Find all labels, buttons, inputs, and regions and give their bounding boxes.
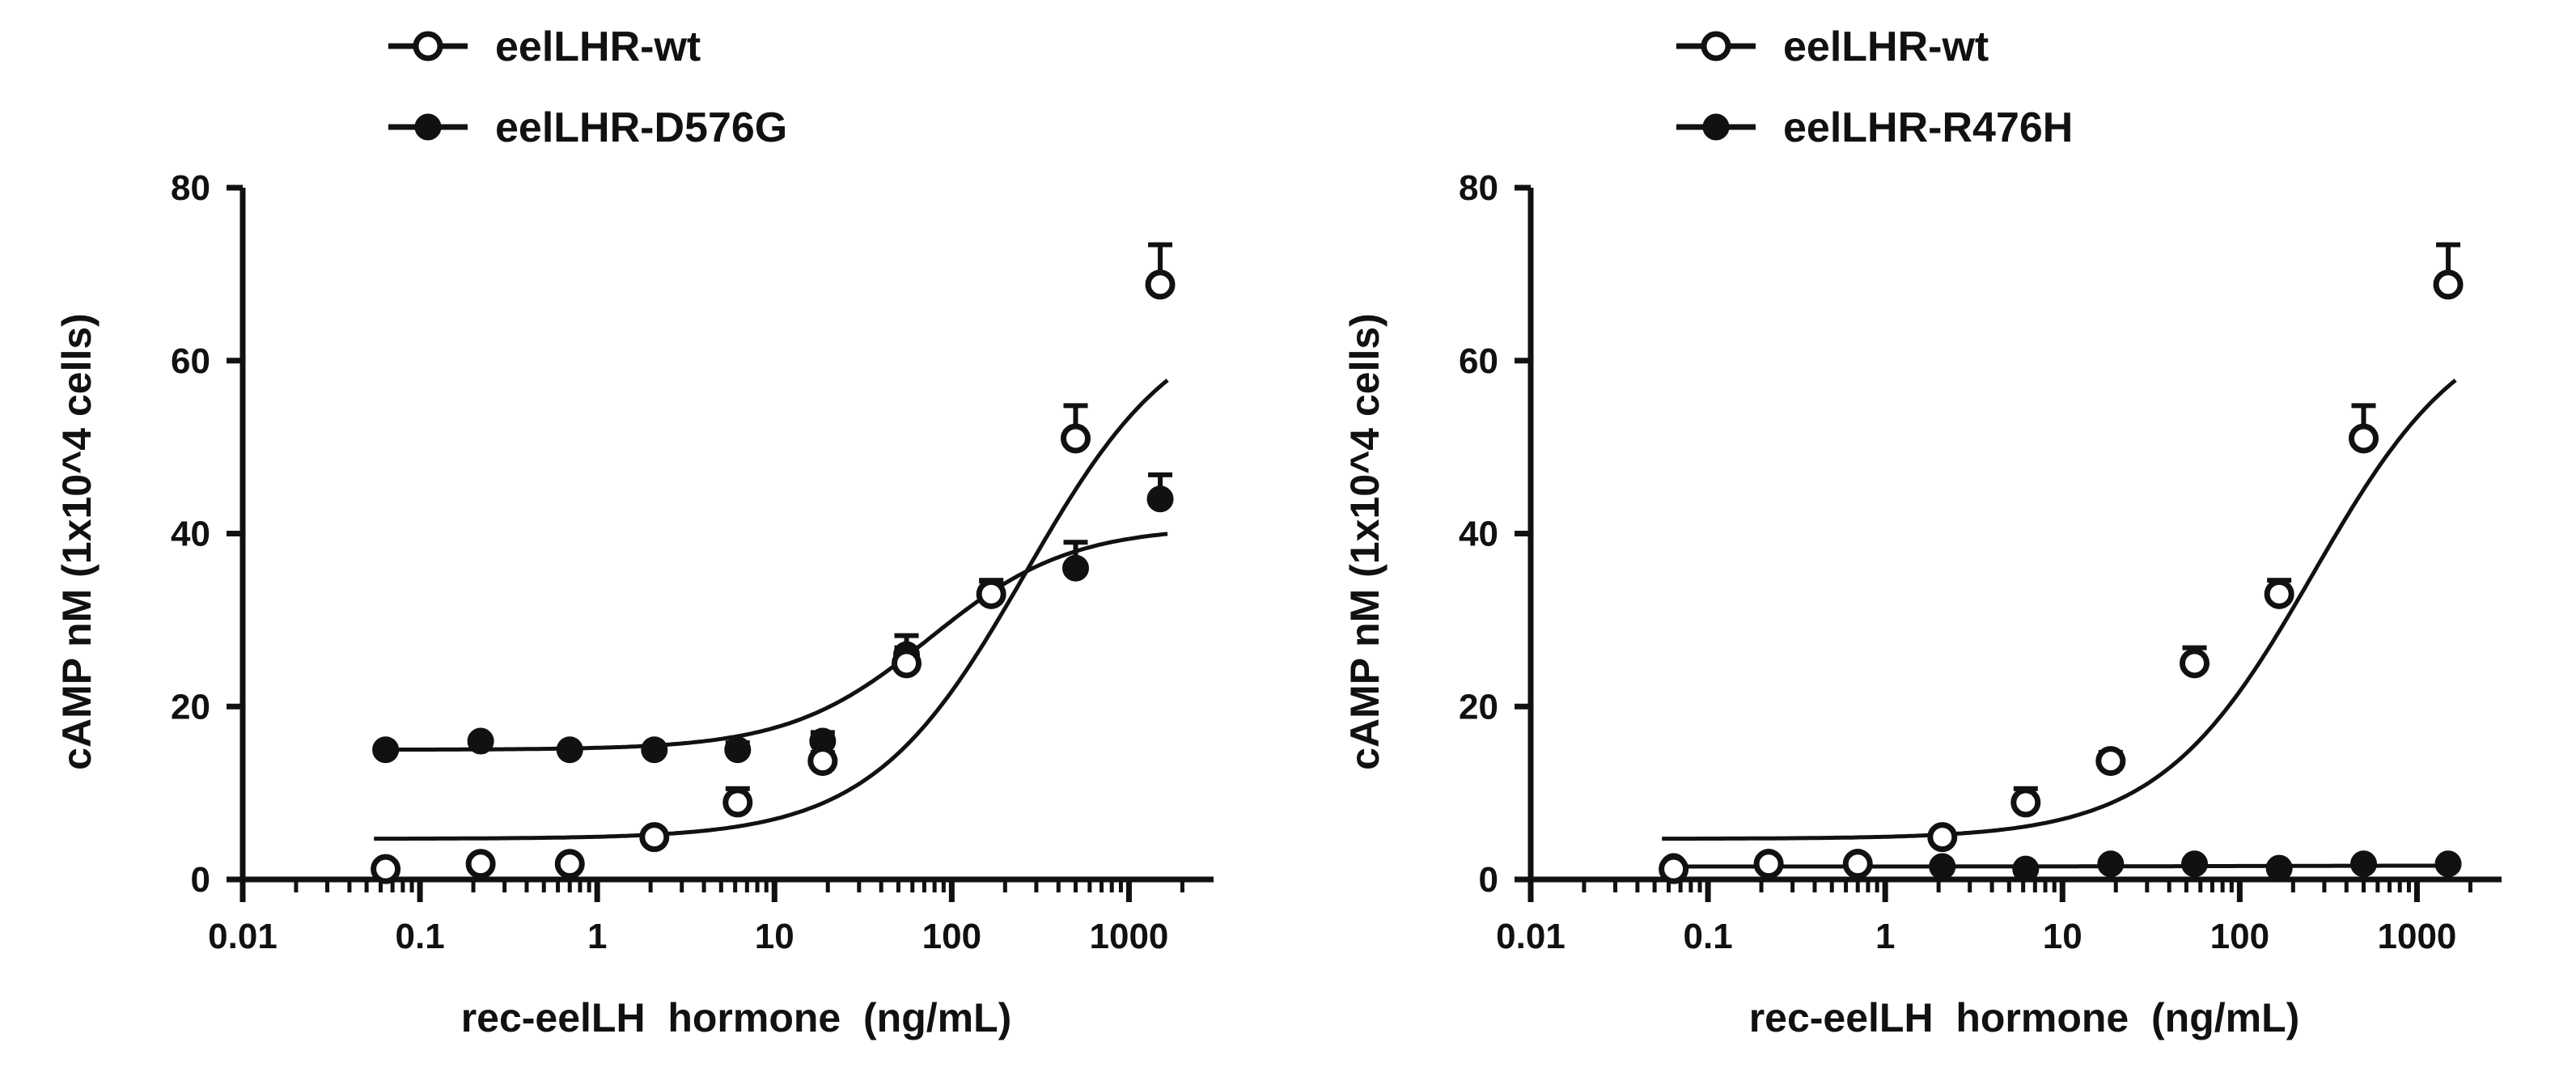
y-tick-label: 60 bbox=[171, 341, 210, 381]
x-tick-label: 0.01 bbox=[1496, 917, 1566, 956]
point-wt-6 bbox=[2180, 648, 2210, 679]
legend-marker bbox=[1702, 113, 1730, 141]
y-tick-label: 0 bbox=[191, 860, 210, 900]
point-wt-9 bbox=[2433, 269, 2464, 300]
point-wt-1 bbox=[465, 849, 496, 879]
x-tick-label: 1 bbox=[587, 917, 607, 956]
chart-panel-left: 0 20 40 60 80 0.01 0.1 1 10 100 1000 rec-eelLH horm… bbox=[54, 23, 1214, 1040]
point-wt-2 bbox=[554, 849, 585, 879]
y-tick-label: 0 bbox=[1479, 860, 1498, 900]
point-mutant-9 bbox=[1146, 485, 1174, 513]
point-wt-3 bbox=[639, 822, 670, 853]
legend-label: eelLHR-wt bbox=[1783, 23, 1989, 70]
x-tick-label: 1 bbox=[1875, 917, 1895, 956]
point-mutant-3 bbox=[641, 736, 668, 764]
y-axis-label: cAMP nM (1x10^4 cells) bbox=[54, 313, 100, 770]
point-mutant-4 bbox=[724, 736, 752, 764]
x-tick-label: 100 bbox=[922, 917, 981, 956]
fit-curve-mutant bbox=[374, 532, 1168, 752]
point-wt-6 bbox=[892, 648, 922, 679]
chart-left: 0 20 40 60 80 0.01 0.1 1 10 100 1000 rec-eelLH horm… bbox=[54, 23, 1214, 1040]
chart-right: 0 20 40 60 80 0.01 0.1 1 10 100 1000 rec-eelLH horm… bbox=[1342, 23, 2502, 1040]
x-tick-label: 0.1 bbox=[1684, 917, 1733, 956]
fit-curve-wt bbox=[374, 378, 1169, 841]
point-wt-1 bbox=[1753, 849, 1784, 879]
point-mutant-1 bbox=[467, 727, 494, 755]
point-mutant-5 bbox=[2097, 850, 2125, 878]
y-tick-label: 60 bbox=[1459, 341, 1498, 381]
y-tick-label: 80 bbox=[1459, 168, 1498, 208]
x-tick-label: 1000 bbox=[1090, 917, 1169, 956]
y-tick-label: 20 bbox=[1459, 687, 1498, 727]
x-axis-label: rec-eelLH hormone (ng/mL) bbox=[1749, 995, 2300, 1040]
legend-label: eelLHR-D576G bbox=[495, 104, 787, 151]
point-mutant-8 bbox=[2350, 850, 2378, 878]
point-wt-5 bbox=[807, 746, 838, 777]
point-mutant-4 bbox=[2012, 855, 2040, 883]
point-wt-0 bbox=[371, 854, 401, 884]
point-wt-8 bbox=[2349, 423, 2379, 454]
y-tick-label: 40 bbox=[171, 515, 210, 554]
x-tick-label: 0.1 bbox=[396, 917, 445, 956]
legend-marker bbox=[413, 31, 443, 61]
legend-marker bbox=[1701, 31, 1731, 61]
fit-curve-wt bbox=[1662, 378, 2457, 841]
point-wt-7 bbox=[2264, 578, 2294, 609]
legend-label: eelLHR-wt bbox=[495, 23, 701, 70]
point-wt-5 bbox=[2095, 746, 2126, 777]
x-tick-label: 0.01 bbox=[208, 917, 278, 956]
point-wt-8 bbox=[1061, 423, 1091, 454]
chart-panel-right: 0 20 40 60 80 0.01 0.1 1 10 100 1000 rec-eelLH horm… bbox=[1288, 0, 2576, 1072]
point-mutant-8 bbox=[1062, 554, 1090, 582]
legend-marker bbox=[414, 113, 442, 141]
x-tick-label: 10 bbox=[755, 917, 794, 956]
point-mutant-9 bbox=[2434, 850, 2462, 878]
y-tick-label: 40 bbox=[1459, 515, 1498, 554]
point-wt-3 bbox=[1927, 822, 1958, 853]
point-wt-9 bbox=[1145, 269, 1176, 300]
point-wt-0 bbox=[1659, 854, 1689, 884]
x-tick-label: 10 bbox=[2043, 917, 2082, 956]
point-wt-7 bbox=[976, 578, 1006, 609]
x-tick-label: 100 bbox=[2210, 917, 2269, 956]
point-wt-4 bbox=[722, 787, 753, 818]
point-mutant-2 bbox=[556, 736, 583, 764]
point-mutant-6 bbox=[2181, 850, 2209, 878]
point-mutant-7 bbox=[2265, 854, 2293, 882]
y-tick-label: 20 bbox=[171, 687, 210, 727]
legend-label: eelLHR-R476H bbox=[1783, 104, 2073, 151]
point-mutant-0 bbox=[372, 736, 400, 764]
point-mutant-3 bbox=[1929, 853, 1956, 880]
x-tick-label: 1000 bbox=[2378, 917, 2457, 956]
x-axis-label: rec-eelLH hormone (ng/mL) bbox=[461, 995, 1012, 1040]
point-wt-2 bbox=[1842, 849, 1873, 879]
y-axis-label: cAMP nM (1x10^4 cells) bbox=[1342, 313, 1388, 770]
point-wt-4 bbox=[2010, 787, 2041, 818]
y-tick-label: 80 bbox=[171, 168, 210, 208]
